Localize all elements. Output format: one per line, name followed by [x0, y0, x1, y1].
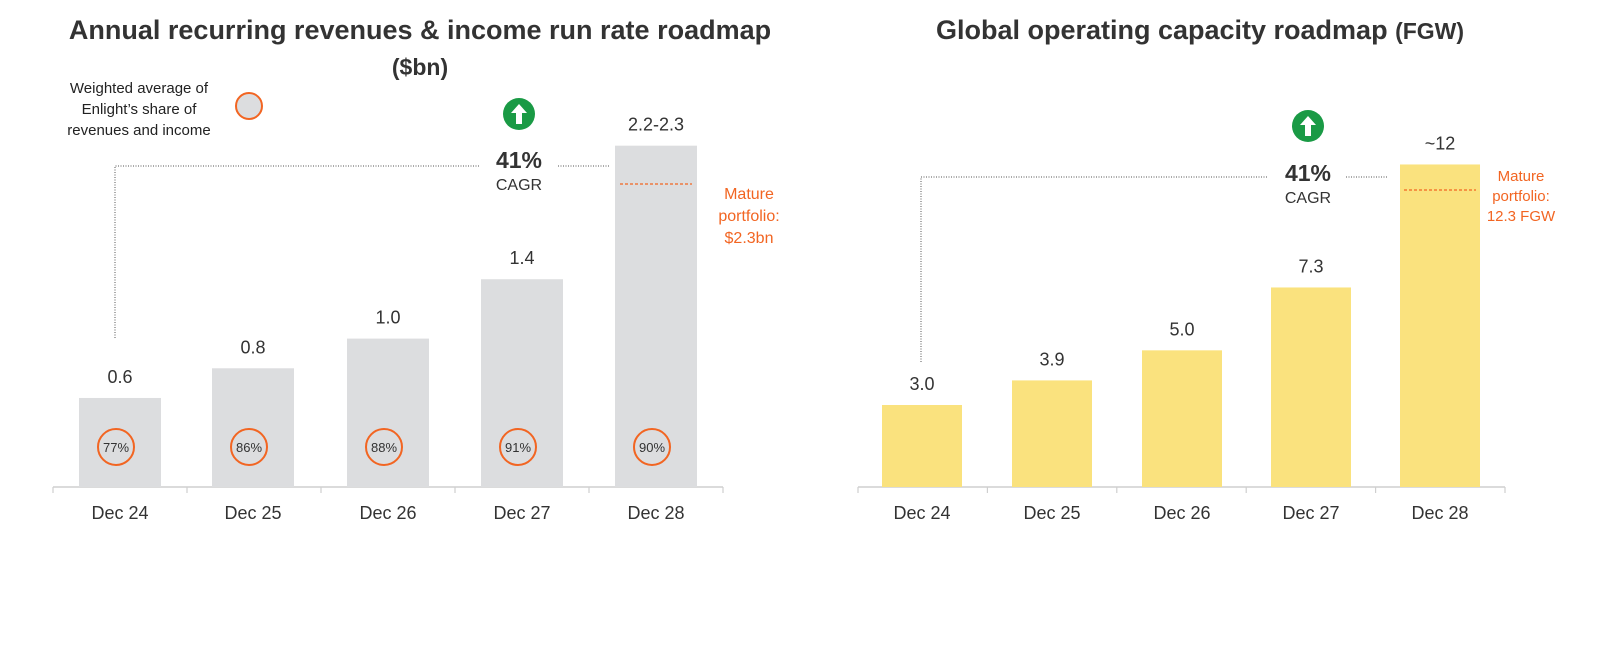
chart1-category-label: Dec 25 — [224, 503, 281, 523]
chart1-legend-text: Weighted average of Enlight’s share of r… — [67, 80, 211, 139]
chart2-category-label: Dec 27 — [1282, 503, 1339, 523]
chart1-bar-dec-26 — [347, 338, 429, 487]
chart1-value-label: 1.0 — [375, 308, 400, 328]
chart1-title-unit: ($bn) — [391, 54, 449, 80]
chart2-value-label: 3.9 — [1039, 349, 1064, 369]
chart1-cagr-bracket-left — [114, 165, 479, 338]
chart1-bar-dec-25 — [212, 368, 294, 487]
chart1-share-circle-icon — [633, 428, 671, 466]
chart1-share-label: 86% — [236, 440, 262, 455]
chart1-bar-dec-28 — [615, 145, 697, 487]
chart1-category-label: Dec 26 — [359, 503, 416, 523]
chart2-title-unit: (FGW) — [1395, 18, 1465, 44]
chart2-category-label: Dec 24 — [893, 503, 950, 523]
chart1-cagr-label: CAGR — [496, 177, 542, 194]
chart1-mature-note: Mature portfolio: $2.3bn — [718, 186, 780, 247]
chart2-category-label: Dec 28 — [1411, 503, 1468, 523]
chart1-share-circle-icon — [365, 428, 403, 466]
chart1-share-label: 88% — [371, 440, 397, 455]
chart1-title: Annual recurring revenues & income run r… — [40, 12, 800, 85]
chart2-bar-dec-28 — [1400, 164, 1480, 487]
chart1-bar-dec-27 — [481, 279, 563, 487]
chart2-bar-dec-24 — [882, 405, 962, 487]
chart2-title-text: Global operating capacity roadmap — [935, 15, 1388, 45]
chart1-share-label: 77% — [103, 440, 129, 455]
chart1-cagr-value: 41% — [496, 147, 542, 173]
chart2-mature-note: Mature portfolio: 12.3 FGW — [1486, 168, 1556, 225]
chart2-value-label: ~12 — [1425, 133, 1456, 153]
chart1-bar-dec-24 — [79, 397, 161, 487]
chart1-category-label: Dec 24 — [91, 503, 148, 523]
chart1-value-label: 1.4 — [509, 248, 534, 268]
chart2-value-label: 3.0 — [909, 374, 934, 394]
chart2-cagr-label: CAGR — [1285, 190, 1331, 207]
chart2-value-label: 5.0 — [1169, 319, 1194, 339]
chart1-share-circle-icon — [97, 428, 135, 466]
chart1-share-label: 91% — [505, 440, 531, 455]
chart1-legend-circle-icon — [235, 92, 263, 120]
chart1-share-circle-icon — [499, 428, 537, 466]
chart2-category-label: Dec 25 — [1023, 503, 1080, 523]
chart1-up-arrow-glyph-icon — [511, 104, 527, 124]
chart2-cagr-bracket-left — [920, 176, 1268, 362]
chart1-value-label: 0.8 — [240, 337, 265, 357]
chart1-title-text: Annual recurring revenues & income run r… — [68, 15, 772, 45]
chart2-up-arrow-glyph-icon — [1300, 116, 1316, 136]
chart2-bar-dec-27 — [1271, 287, 1351, 487]
chart1-category-label: Dec 28 — [627, 503, 684, 523]
chart1-value-label: 0.6 — [107, 367, 132, 387]
chart1-category-label: Dec 27 — [493, 503, 550, 523]
chart1-share-circle-icon — [230, 428, 268, 466]
chart1-value-label: 2.2-2.3 — [628, 115, 684, 135]
chart2-cagr-value: 41% — [1285, 160, 1331, 186]
chart2-bar-dec-26 — [1142, 350, 1222, 487]
chart2-value-label: 7.3 — [1298, 256, 1323, 276]
chart1-share-label: 90% — [639, 440, 665, 455]
chart2-title: Global operating capacity roadmap (FGW) — [880, 12, 1520, 49]
chart2-bar-dec-25 — [1012, 380, 1092, 487]
chart2-category-label: Dec 26 — [1153, 503, 1210, 523]
